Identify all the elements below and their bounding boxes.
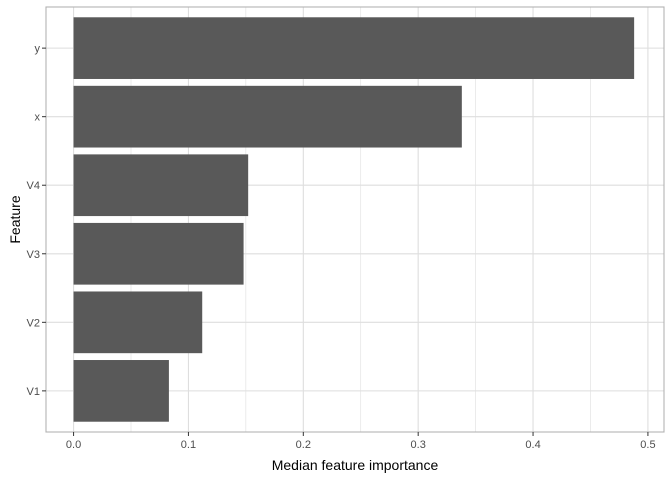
bar-v3 xyxy=(73,222,244,285)
x-tick-label: 0.0 xyxy=(66,439,81,451)
y-axis-title: Feature xyxy=(7,195,23,243)
x-tick-label: 0.1 xyxy=(181,439,196,451)
bar-v4 xyxy=(73,154,249,217)
panel-border xyxy=(45,6,665,433)
y-tick-label: V3 xyxy=(27,249,40,261)
y-tick-label: V1 xyxy=(27,386,40,398)
y-axis-ticks: V1 V2 V3 V4 x y xyxy=(27,43,46,398)
y-tick-label: V2 xyxy=(27,317,40,329)
y-tick-label: y xyxy=(35,43,41,55)
y-tick-label: V4 xyxy=(27,180,40,192)
bar-v1 xyxy=(73,360,169,422)
x-axis-title: Median feature importance xyxy=(272,457,439,473)
bar-x xyxy=(73,85,462,148)
x-tick-label: 0.2 xyxy=(296,439,311,451)
x-axis-ticks: 0.0 0.1 0.2 0.3 0.4 0.5 xyxy=(66,432,656,451)
bar-y xyxy=(73,17,635,79)
x-tick-label: 0.5 xyxy=(640,439,655,451)
x-tick-label: 0.4 xyxy=(525,439,540,451)
bars xyxy=(73,17,635,422)
y-tick-label: x xyxy=(35,112,41,124)
x-tick-label: 0.3 xyxy=(411,439,426,451)
bar-v2 xyxy=(73,291,203,354)
